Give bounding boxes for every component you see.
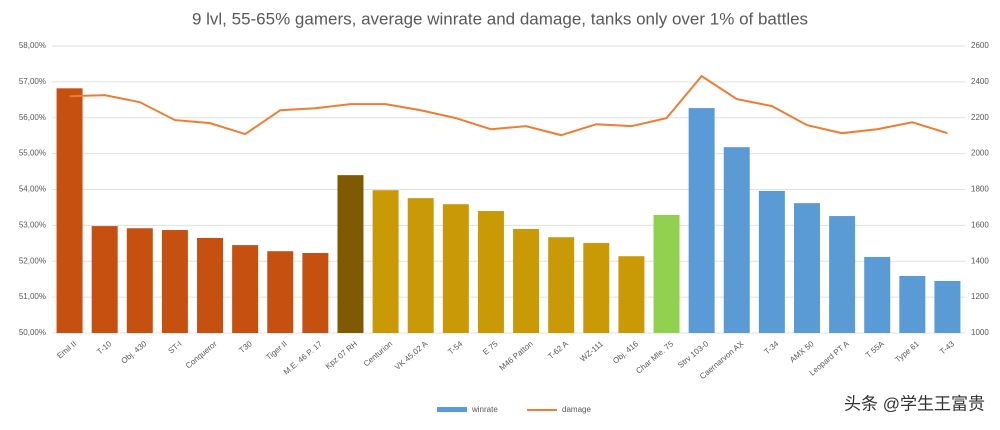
y2-tick-label: 2200 bbox=[971, 113, 989, 122]
bar bbox=[337, 175, 364, 333]
bar bbox=[618, 256, 645, 333]
bar bbox=[267, 251, 294, 333]
bar bbox=[477, 211, 504, 333]
y-tick-label: 51,00% bbox=[19, 292, 46, 301]
y2-tick-label: 2600 bbox=[971, 41, 989, 50]
bar bbox=[407, 198, 434, 333]
chart-title: 9 lvl, 55-65% gamers, average winrate an… bbox=[192, 9, 808, 28]
y2-tick-label: 1400 bbox=[971, 256, 989, 265]
legend-label: winrate bbox=[471, 405, 498, 414]
y-tick-label: 54,00% bbox=[19, 185, 46, 194]
y-tick-label: 52,00% bbox=[19, 256, 46, 265]
bar bbox=[56, 88, 83, 334]
bar bbox=[899, 275, 926, 333]
bar bbox=[864, 256, 891, 333]
bar bbox=[126, 228, 153, 333]
y2-tick-label: 1000 bbox=[971, 328, 989, 337]
bar bbox=[548, 237, 575, 333]
y-tick-label: 55,00% bbox=[19, 149, 46, 158]
bar bbox=[583, 242, 610, 333]
y2-tick-label: 2000 bbox=[971, 149, 989, 158]
bar bbox=[758, 190, 785, 333]
y-tick-label: 50,00% bbox=[19, 328, 46, 337]
bar bbox=[442, 204, 469, 333]
y2-tick-label: 1800 bbox=[971, 185, 989, 194]
legend-swatch bbox=[437, 407, 467, 412]
bar bbox=[723, 147, 750, 333]
bar bbox=[934, 280, 961, 333]
y-tick-label: 57,00% bbox=[19, 77, 46, 86]
bar bbox=[793, 203, 820, 333]
watermark: 头条 @学生王富贵 bbox=[844, 394, 985, 413]
bar bbox=[91, 226, 118, 333]
bar bbox=[653, 214, 680, 333]
y-tick-label: 58,00% bbox=[19, 41, 46, 50]
bar bbox=[513, 228, 540, 333]
bar bbox=[688, 108, 715, 333]
y-tick-label: 56,00% bbox=[19, 113, 46, 122]
y2-tick-label: 1600 bbox=[971, 220, 989, 229]
bar bbox=[829, 216, 856, 333]
y2-tick-label: 1200 bbox=[971, 292, 989, 301]
bar bbox=[232, 245, 259, 333]
line bbox=[69, 74, 948, 137]
y2-tick-label: 2400 bbox=[971, 77, 989, 86]
y-tick-label: 53,00% bbox=[19, 220, 46, 229]
bar bbox=[161, 230, 188, 333]
legend-label: damage bbox=[562, 405, 591, 414]
bar bbox=[302, 252, 329, 333]
bar bbox=[197, 237, 224, 333]
bar bbox=[372, 190, 399, 333]
